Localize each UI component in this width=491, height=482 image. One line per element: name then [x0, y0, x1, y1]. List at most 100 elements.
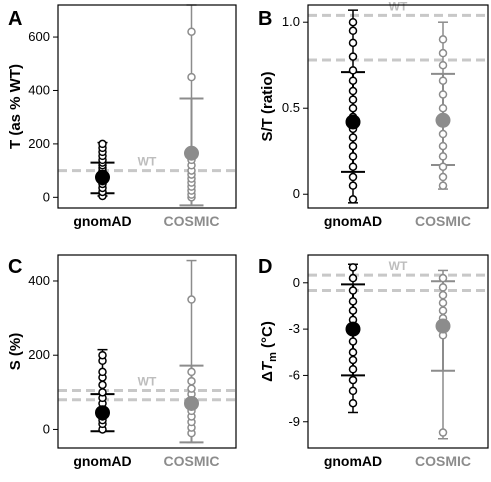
- wt-label: WT: [389, 0, 408, 13]
- y-tick-label: 600: [28, 29, 50, 44]
- y-tick-label: -6: [288, 367, 300, 382]
- y-tick-label: 400: [28, 273, 50, 288]
- y-axis-label: T (as % WT): [7, 64, 24, 149]
- y-label-T: T: [259, 360, 276, 371]
- series-cosmic: [179, 4, 204, 207]
- y-tick-label: 0: [293, 186, 300, 201]
- y-axis-label: S/T (ratio): [259, 71, 276, 141]
- wt-label: WT: [138, 374, 157, 388]
- data-point: [348, 172, 358, 182]
- y-tick-label: 0.5: [282, 100, 300, 115]
- category-label: COSMIC: [164, 213, 220, 229]
- data-point: [348, 286, 358, 295]
- data-point: [438, 306, 448, 315]
- data-point: [348, 337, 358, 346]
- data-point: [98, 350, 107, 360]
- y-tick-label: 0: [43, 421, 50, 436]
- data-point: [438, 428, 448, 437]
- data-point: [348, 355, 358, 365]
- data-point: [348, 162, 358, 171]
- data-point: [348, 398, 358, 408]
- data-point: [348, 263, 358, 272]
- y-tick-label: 200: [28, 136, 50, 151]
- data-point: [438, 35, 448, 44]
- data-point: [187, 384, 196, 393]
- y-tick-label: 400: [28, 82, 50, 97]
- panel-letter: A: [8, 8, 22, 30]
- series-gnomad: [341, 263, 365, 414]
- wt-label: WT: [389, 259, 408, 273]
- data-point: [348, 17, 358, 27]
- data-point: [438, 48, 448, 58]
- plot-frame: [57, 254, 237, 449]
- data-point: [348, 26, 358, 36]
- category-label: gnomAD: [73, 213, 131, 229]
- data-point: [187, 295, 196, 304]
- data-point: [438, 76, 448, 85]
- data-point: [438, 129, 448, 139]
- data-point: [98, 388, 107, 397]
- y-tick-label: 1.0: [282, 14, 300, 29]
- data-point: [348, 52, 358, 61]
- data-point: [348, 86, 358, 96]
- y-tick-label: 0: [43, 189, 50, 204]
- y-label-sub: m: [267, 352, 279, 362]
- data-point: [438, 152, 448, 161]
- mean-marker: [184, 395, 199, 411]
- data-point: [438, 162, 448, 171]
- data-point: [348, 348, 358, 357]
- y-label-unit: (°C): [259, 321, 276, 352]
- category-label: COSMIC: [164, 453, 220, 469]
- data-point: [348, 273, 358, 283]
- y-label-delta: Δ: [259, 371, 276, 382]
- panel-a: A T (as % WT) WT gnomAD COSMIC 0 200 400 600: [7, 4, 237, 229]
- data-point: [438, 103, 448, 113]
- panel-letter: B: [258, 8, 272, 30]
- mean-marker: [95, 405, 110, 421]
- data-point: [187, 367, 196, 377]
- mean-marker: [95, 169, 110, 185]
- data-point: [348, 297, 358, 306]
- mean-marker: [435, 112, 451, 128]
- series-cosmic: [431, 269, 455, 440]
- data-point: [438, 290, 448, 300]
- data-point: [438, 298, 448, 308]
- data-point: [348, 152, 358, 161]
- data-point: [348, 95, 358, 104]
- panel-letter: D: [258, 256, 272, 278]
- y-axis-label: S (%): [7, 333, 24, 371]
- series-gnomad: [90, 348, 115, 434]
- category-label: gnomAD: [324, 213, 382, 229]
- data-point: [348, 306, 358, 315]
- panel-d: D ΔTm (°C) WT gnomAD COSMIC 0 -3 -6 -9: [258, 254, 489, 469]
- panel-letter: C: [8, 256, 22, 278]
- wt-label: WT: [138, 155, 157, 169]
- panel-c: C S (%) WT gnomAD COSMIC 0 200 400: [7, 254, 237, 469]
- mean-marker: [435, 318, 451, 334]
- data-point: [348, 141, 358, 151]
- data-point: [348, 133, 358, 142]
- data-point: [348, 375, 358, 385]
- mean-marker: [184, 145, 199, 161]
- mean-marker: [345, 321, 361, 337]
- data-point: [438, 60, 448, 70]
- plot-frame: [307, 254, 489, 449]
- data-point: [348, 76, 358, 85]
- data-point: [438, 273, 448, 283]
- panel-b: B S/T (ratio) WT gnomAD COSMIC 0 0.5 1.0: [258, 0, 489, 229]
- series-gnomad: [341, 9, 365, 204]
- data-point: [187, 376, 196, 386]
- data-point: [438, 90, 448, 99]
- category-label: COSMIC: [415, 453, 471, 469]
- y-tick-label: -9: [288, 414, 300, 429]
- data-point: [438, 172, 448, 182]
- data-point: [348, 66, 358, 75]
- data-point: [438, 141, 448, 151]
- series-cosmic: [431, 21, 455, 190]
- series-gnomad: [90, 139, 115, 201]
- y-axis-label: ΔTm (°C): [259, 321, 279, 382]
- y-tick-label: -3: [288, 321, 300, 336]
- data-point: [348, 38, 358, 48]
- data-point: [348, 103, 358, 113]
